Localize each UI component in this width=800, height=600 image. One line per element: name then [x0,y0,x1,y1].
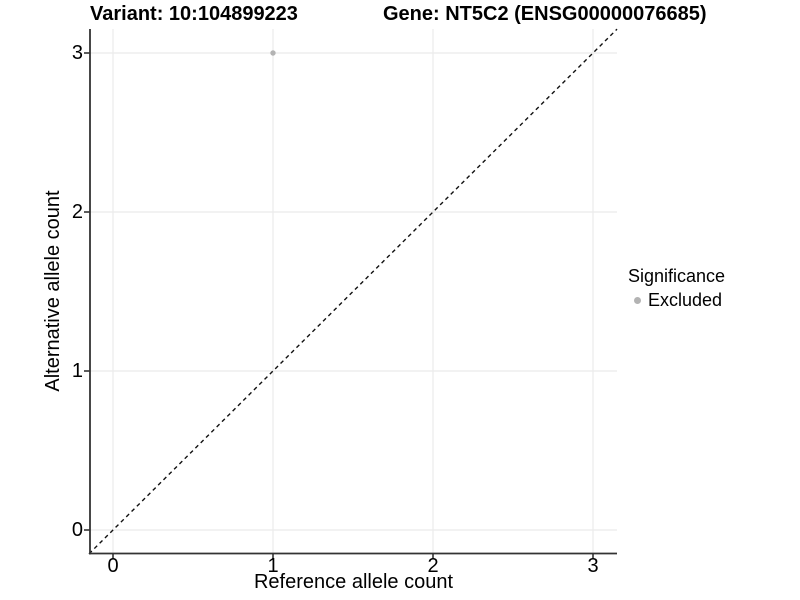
legend-title: Significance [628,266,726,286]
data-point [270,50,276,56]
x-tick-label: 0 [107,555,119,577]
plot-title-variant: Variant: 10:104899223 [90,3,298,25]
identity-line [88,28,618,555]
excluded-point-icon [634,296,641,304]
legend-entry-excluded: Excluded [628,291,725,309]
y-tick-label: 0 [71,519,83,541]
legend: Significance Excluded [628,266,725,309]
y-tick-label: 3 [71,42,83,64]
y-axis-title: Alternative allele count [42,190,64,392]
x-tick-label: 3 [587,555,599,577]
x-axis-title: Reference allele count [253,571,453,593]
y-tick-label: 1 [71,360,83,382]
y-tick-label: 2 [71,201,83,223]
plot-title-gene: Gene: NT5C2 (ENSG00000076685) [383,3,707,25]
x-tick-label: 1 [267,555,279,577]
legend-entry-label: Excluded [648,290,723,310]
x-tick-label: 2 [427,555,439,577]
